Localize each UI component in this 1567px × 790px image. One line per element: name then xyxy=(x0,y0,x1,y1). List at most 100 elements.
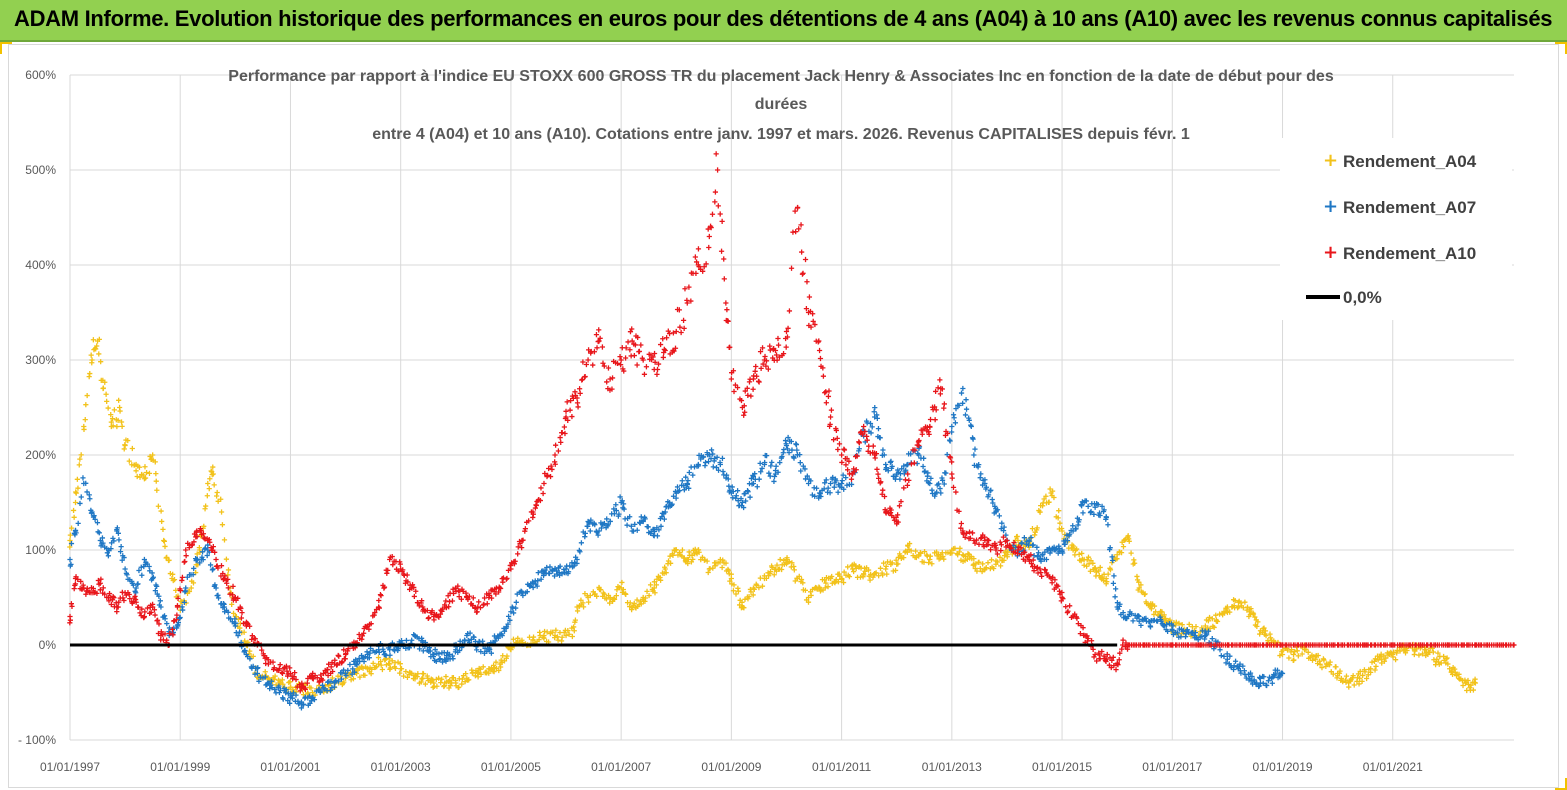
data-point xyxy=(741,403,747,409)
data-point xyxy=(70,507,77,514)
data-point xyxy=(771,345,777,352)
data-point xyxy=(727,578,733,584)
legend-label-a10: Rendement_A10 xyxy=(1343,244,1476,263)
data-point xyxy=(683,474,689,480)
data-point xyxy=(170,632,176,638)
data-point xyxy=(552,461,558,467)
data-point xyxy=(1305,649,1311,655)
data-point xyxy=(262,674,268,680)
data-point xyxy=(357,658,363,665)
data-point xyxy=(537,497,543,504)
data-point xyxy=(548,463,554,469)
data-point xyxy=(823,477,829,483)
data-point xyxy=(1333,664,1339,670)
data-point xyxy=(1390,654,1396,660)
data-point xyxy=(976,559,982,565)
data-point xyxy=(534,583,540,589)
data-point xyxy=(122,566,128,572)
data-point xyxy=(205,542,211,548)
x-tick-label: 01/01/2019 xyxy=(1252,760,1312,774)
data-point xyxy=(1371,658,1378,664)
data-point xyxy=(1243,675,1249,681)
data-point xyxy=(809,586,816,593)
data-point xyxy=(738,397,745,404)
data-point xyxy=(723,560,729,566)
data-point xyxy=(956,508,962,514)
data-point xyxy=(368,671,374,677)
data-point xyxy=(741,412,747,418)
data-point xyxy=(726,483,732,489)
data-point xyxy=(748,393,754,399)
data-point xyxy=(585,599,592,605)
data-point xyxy=(273,682,279,688)
data-point xyxy=(956,402,962,409)
data-point xyxy=(725,476,731,482)
data-point xyxy=(715,203,721,209)
data-point xyxy=(862,568,868,574)
data-point xyxy=(555,448,561,454)
data-point xyxy=(1291,657,1297,663)
data-point xyxy=(470,670,476,676)
data-point xyxy=(207,476,213,482)
data-point xyxy=(478,671,484,677)
data-point xyxy=(1315,652,1321,659)
data-point xyxy=(504,575,510,582)
data-point xyxy=(827,490,833,496)
data-point xyxy=(1018,545,1024,551)
data-point xyxy=(625,339,631,345)
data-point xyxy=(750,386,756,392)
data-point xyxy=(447,683,453,689)
data-point xyxy=(816,338,822,344)
data-point xyxy=(920,463,926,470)
data-point xyxy=(715,467,722,473)
data-point xyxy=(530,584,536,591)
data-point xyxy=(786,450,792,456)
chart-title-line-2: durées xyxy=(755,96,808,113)
data-point xyxy=(623,591,629,597)
selection-handle-top-left[interactable] xyxy=(0,42,12,54)
data-point xyxy=(1359,678,1365,684)
selection-handle-bottom-right[interactable] xyxy=(1555,778,1567,790)
data-point xyxy=(719,564,725,571)
data-point xyxy=(796,226,802,232)
data-point xyxy=(1095,502,1101,508)
data-point xyxy=(833,478,839,484)
data-point xyxy=(658,523,664,529)
data-point xyxy=(386,656,392,662)
data-point xyxy=(546,465,552,472)
data-point xyxy=(797,459,803,466)
data-point xyxy=(728,376,734,382)
data-point xyxy=(792,578,798,584)
data-point xyxy=(541,635,547,641)
chart-title-line-1: Performance par rapport à l'indice EU ST… xyxy=(228,68,1334,85)
selection-handle-top-right[interactable] xyxy=(1555,42,1567,54)
data-point xyxy=(680,317,687,323)
data-point xyxy=(883,461,889,468)
data-point xyxy=(660,354,666,361)
data-point xyxy=(666,331,673,337)
data-point xyxy=(529,579,536,585)
data-point xyxy=(296,700,302,706)
data-point xyxy=(433,658,439,665)
data-point xyxy=(783,328,790,335)
data-point xyxy=(500,579,506,585)
data-point xyxy=(84,489,90,495)
data-point xyxy=(1118,550,1125,556)
data-point xyxy=(627,329,634,335)
data-point xyxy=(997,563,1004,569)
data-point xyxy=(856,440,862,446)
data-point xyxy=(897,476,903,482)
y-tick-label: 100% xyxy=(25,543,56,557)
data-point xyxy=(287,700,293,706)
data-point xyxy=(670,552,676,558)
data-point xyxy=(634,527,640,533)
data-point xyxy=(1195,637,1201,643)
data-point xyxy=(132,462,138,468)
data-point xyxy=(706,244,712,251)
data-point xyxy=(777,556,783,563)
data-point xyxy=(646,592,652,599)
data-point xyxy=(745,489,751,495)
data-point xyxy=(774,562,780,568)
data-point xyxy=(285,671,291,677)
data-point xyxy=(937,391,944,397)
